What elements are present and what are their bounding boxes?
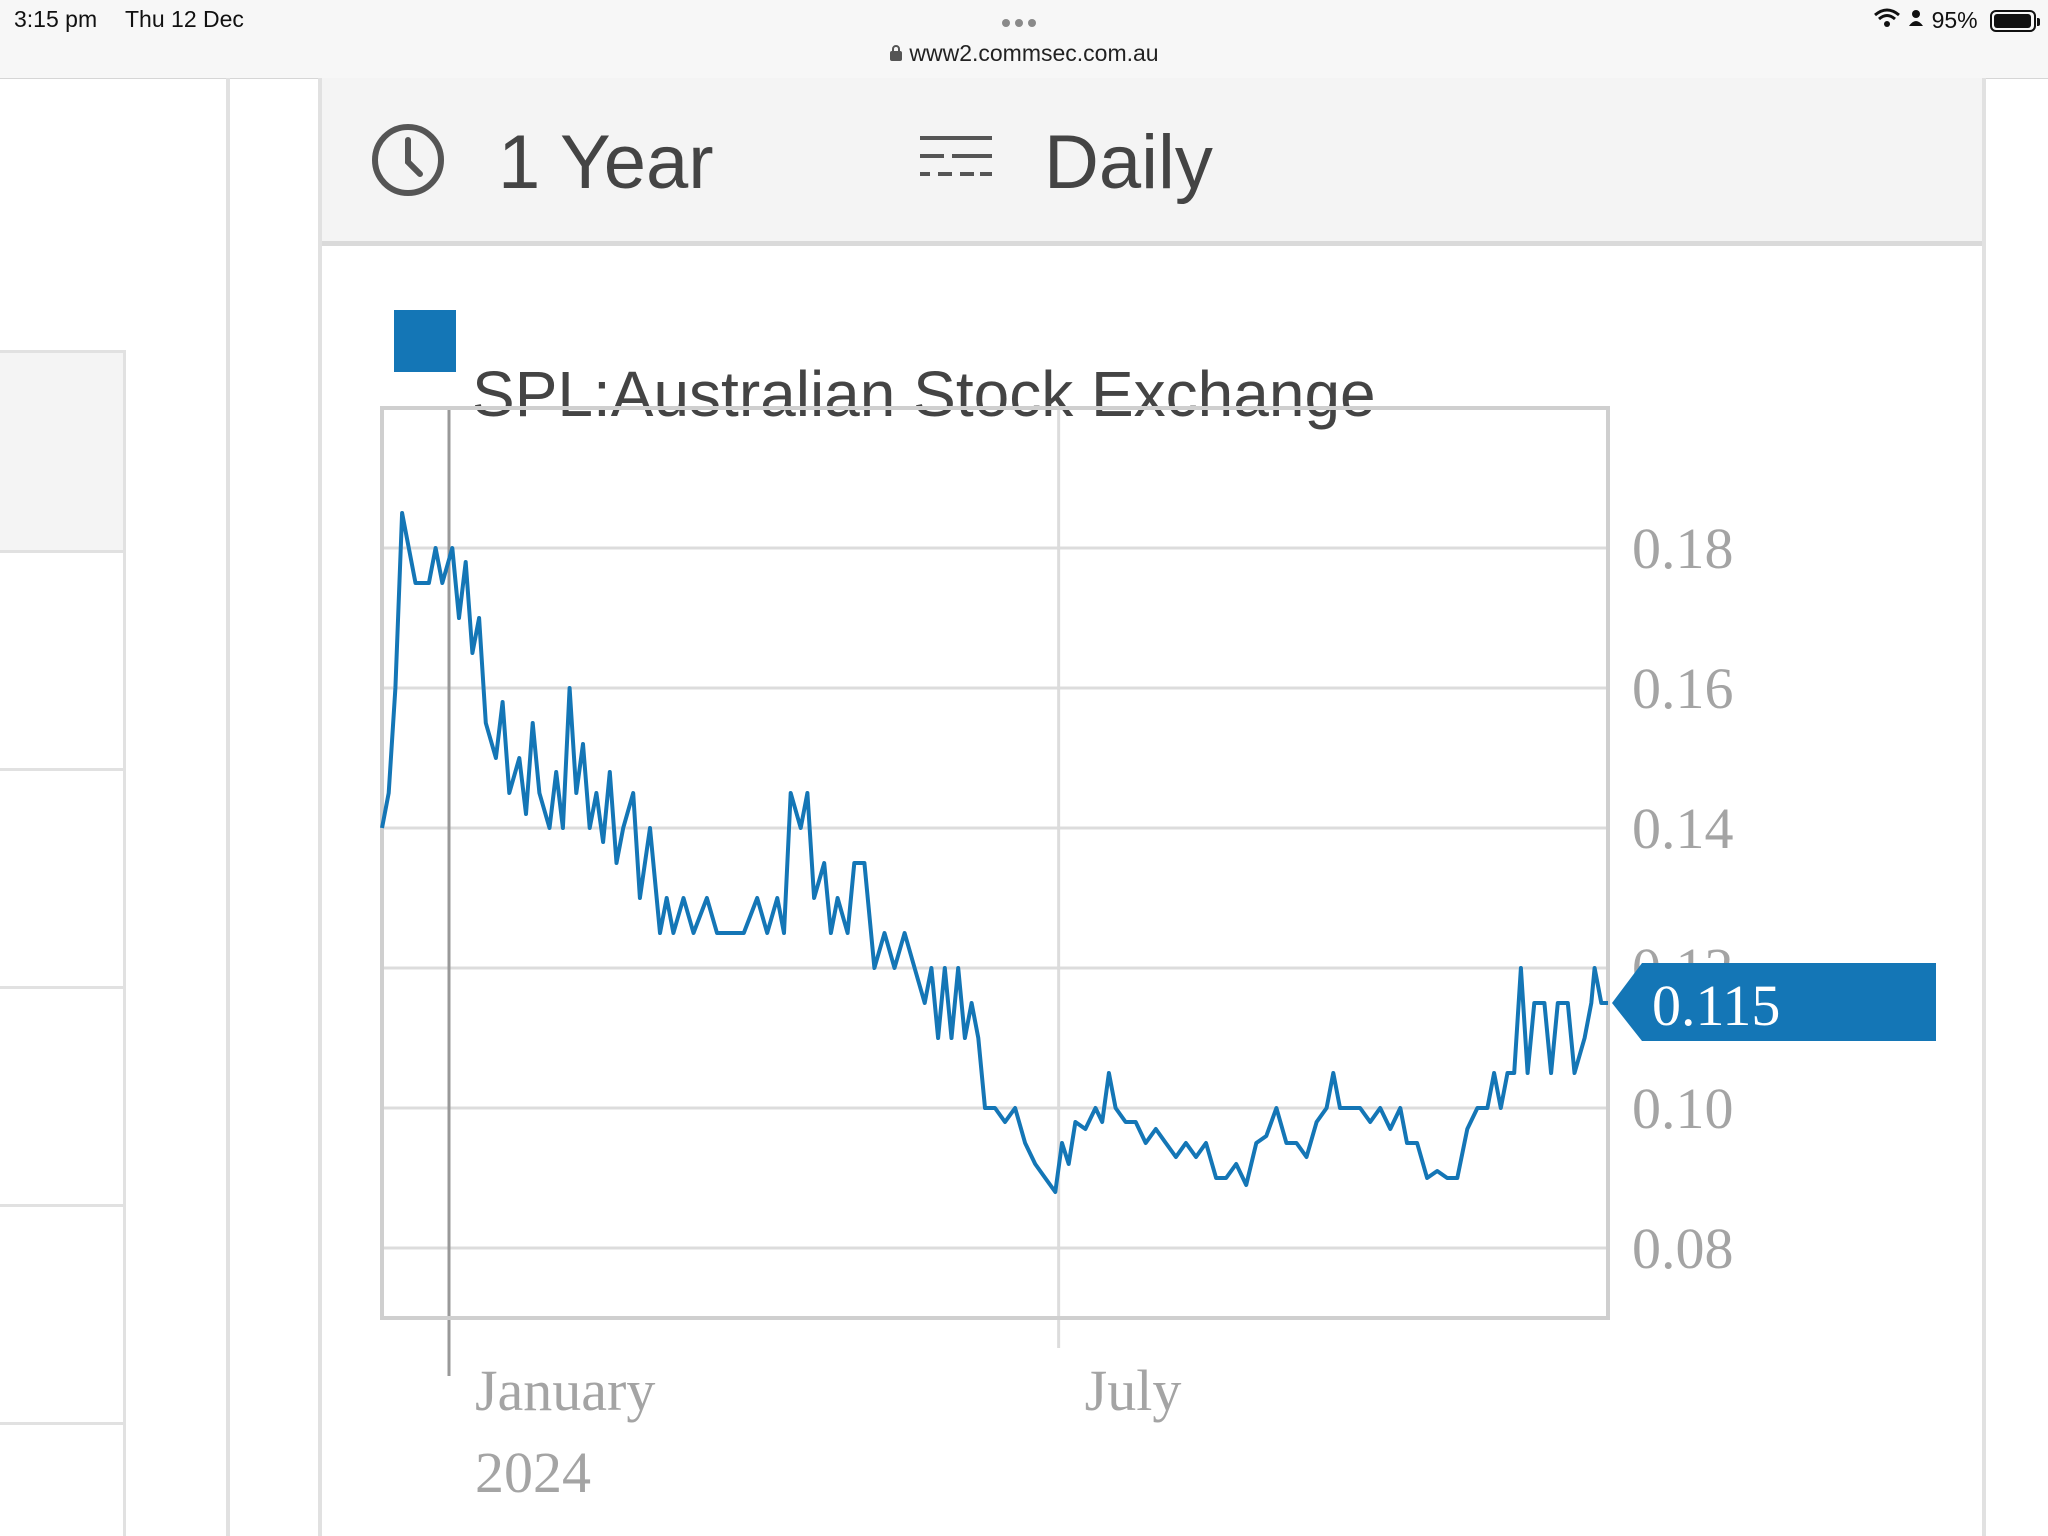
battery-icon [1990, 9, 2040, 32]
battery-percent: 95% [1931, 7, 1978, 34]
clock-icon [370, 122, 446, 203]
status-right: 95% [1873, 6, 2040, 34]
status-time: 3:15 pm [14, 6, 98, 32]
y-tick-label: 0.18 [1632, 516, 1734, 581]
price-line [380, 511, 1608, 1194]
person-icon [1907, 7, 1925, 34]
wifi-icon [1873, 7, 1901, 34]
chart-panel: 1 Year Daily SPL:Australian Stock Exchan… [318, 78, 1986, 1536]
list-item[interactable] [0, 1204, 126, 1422]
y-tick-label: 0.10 [1632, 1076, 1734, 1141]
plot-frame [380, 406, 1610, 1320]
last-value-label: 0.115 [1652, 973, 1780, 1038]
left-column [0, 78, 230, 1536]
list-item[interactable] [0, 986, 126, 1204]
address-bar[interactable]: www2.commsec.com.au [0, 40, 2048, 68]
chart-toolbar: 1 Year Daily [322, 78, 1982, 246]
list-item[interactable] [0, 550, 126, 768]
interval-label: Daily [1044, 119, 1213, 205]
x-tick-sublabel: 2024 [475, 1440, 591, 1505]
range-label: 1 Year [498, 119, 714, 205]
x-tick-label: July [1085, 1358, 1182, 1423]
last-value-marker [1612, 963, 1936, 1041]
y-tick-label: 0.14 [1632, 796, 1734, 861]
list-item[interactable] [0, 768, 126, 986]
list-item[interactable] [0, 1422, 126, 1536]
more-dots-icon[interactable] [1002, 14, 1041, 32]
status-bar: 3:15 pm Thu 12 Dec www2.commsec.com.au 9… [0, 0, 2048, 79]
url-text: www2.commsec.com.au [909, 40, 1159, 66]
legend-swatch [394, 310, 456, 372]
legend-label: SPL:Australian Stock Exchange [472, 358, 1376, 430]
y-tick-label: 0.08 [1632, 1216, 1734, 1281]
status-date: Thu 12 Dec [125, 6, 244, 32]
interval-selector[interactable]: Daily [918, 112, 1213, 212]
lock-icon [889, 41, 903, 68]
price-chart: SPL:Australian Stock Exchange 0.08 0.10 0.1… [380, 310, 1936, 1505]
y-tick-label: 0.16 [1632, 656, 1734, 721]
left-panel-block [0, 350, 126, 550]
lines-icon [918, 130, 994, 195]
x-tick-label: January [475, 1358, 655, 1423]
range-selector[interactable]: 1 Year [370, 112, 714, 212]
